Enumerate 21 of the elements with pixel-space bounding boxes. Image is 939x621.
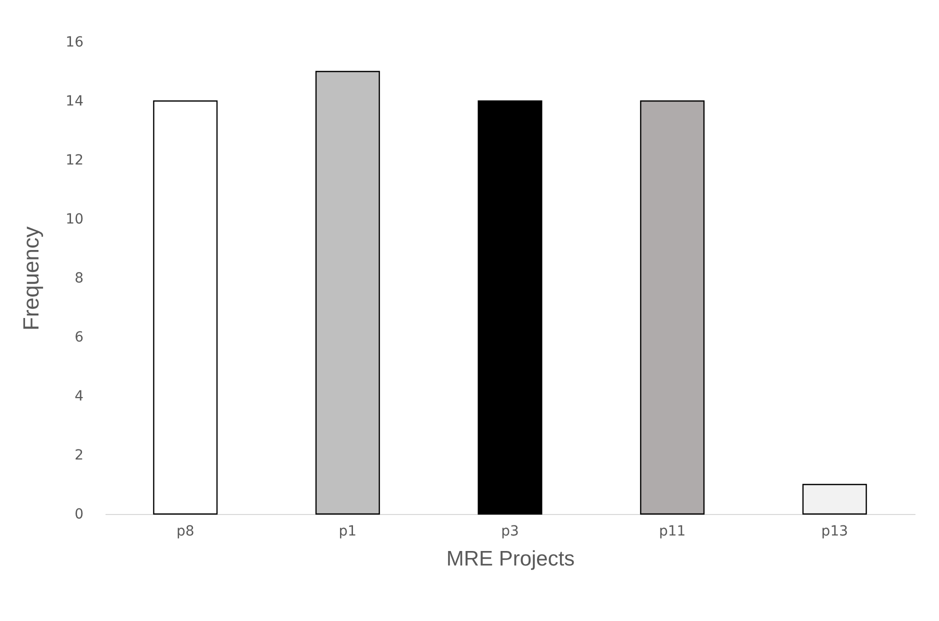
y-tick-label: 12	[66, 152, 84, 168]
y-tick-label: 16	[66, 34, 84, 50]
x-tick-label: p3	[501, 524, 519, 540]
x-tick-label: p1	[338, 524, 357, 540]
bar	[153, 100, 218, 515]
x-tick-label: p13	[821, 524, 848, 540]
y-tick-label: 2	[74, 448, 84, 464]
y-tick-label: 8	[74, 270, 84, 286]
x-axis-title: MRE Projects	[446, 548, 575, 570]
y-tick-label: 14	[66, 94, 84, 110]
bar	[478, 100, 542, 515]
y-tick-label: 6	[74, 330, 84, 346]
y-axis-title: Frequency	[18, 226, 44, 330]
bar	[315, 70, 380, 515]
bar	[640, 100, 705, 515]
x-tick-label: p8	[176, 524, 194, 540]
bar	[802, 484, 867, 515]
x-tick-label: p11	[658, 524, 686, 540]
y-tick-label: 10	[66, 212, 84, 228]
y-tick-label: 4	[74, 388, 84, 404]
y-tick-label: 0	[74, 506, 84, 522]
